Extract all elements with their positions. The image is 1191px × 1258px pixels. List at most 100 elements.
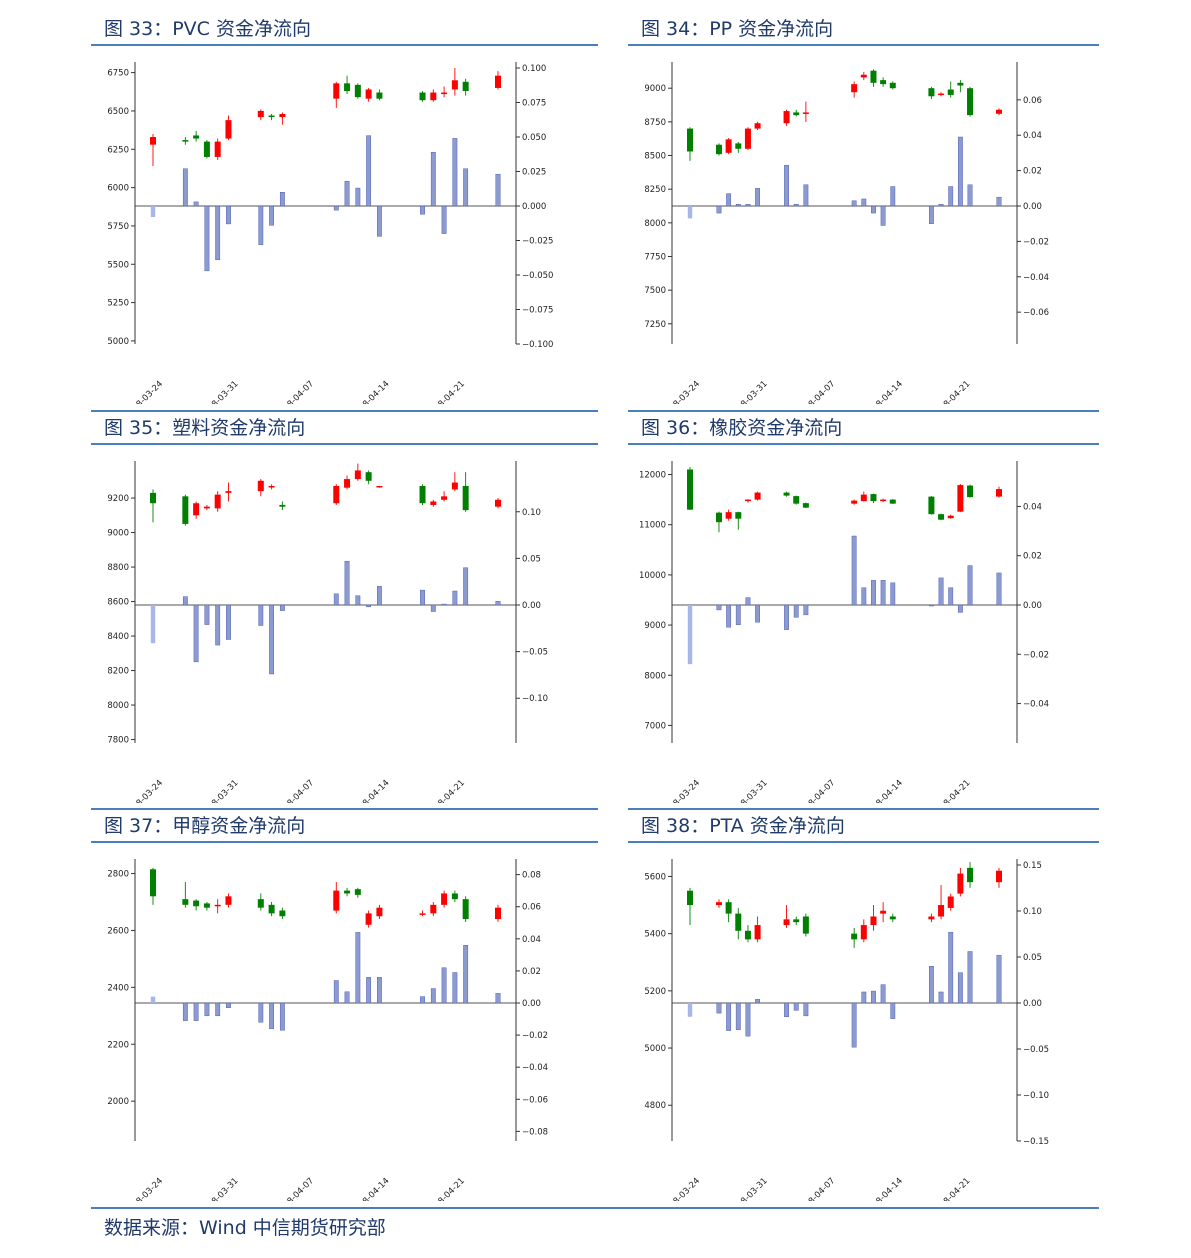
- left-tick-label: 5000: [107, 337, 129, 347]
- right-tick-label: 0.00: [1023, 202, 1042, 212]
- right-tick-label: 0.00: [1023, 999, 1042, 1009]
- flow-bar: [258, 604, 264, 626]
- flow-bar: [851, 535, 857, 606]
- right-tick-label: −0.025: [522, 237, 553, 247]
- flow-bar: [204, 604, 210, 625]
- flow-bar: [333, 593, 339, 606]
- candle-body: [957, 82, 964, 86]
- candle-body: [996, 489, 1002, 497]
- flow-bar: [452, 138, 458, 207]
- x-tick-label: 2018-04-14: [863, 1176, 905, 1201]
- left-tick-label: 6500: [107, 107, 129, 117]
- flow-bar: [957, 972, 963, 1004]
- flow-bar: [333, 205, 339, 211]
- candle-body: [687, 128, 693, 152]
- candle-body: [860, 74, 867, 78]
- chart-pvc: 5000 5250 5500 5750 6000 6250 6500 6750 −0.100 −0…: [91, 54, 598, 404]
- left-tick-label: 8250: [644, 185, 666, 195]
- candle-body: [419, 485, 426, 504]
- candle-body: [957, 873, 964, 894]
- flow-bar: [366, 135, 372, 207]
- candle-body: [744, 930, 751, 940]
- flow-bar: [441, 967, 447, 1004]
- candle-body: [150, 137, 156, 145]
- left-tick-label: 5400: [644, 930, 666, 940]
- candle-body: [193, 135, 200, 139]
- flow-bar: [851, 200, 857, 207]
- flow-bar: [182, 1002, 188, 1021]
- left-tick-label: 6000: [107, 184, 129, 194]
- right-tick-label: −0.06: [522, 1095, 548, 1105]
- flow-bar: [948, 587, 954, 606]
- flow-bar: [441, 205, 447, 234]
- x-tick-label: 2018-04-14: [350, 778, 392, 803]
- title-rule: [628, 443, 1099, 445]
- candle-body: [783, 492, 790, 496]
- candle-body: [725, 512, 732, 519]
- left-tick-label: 8600: [107, 598, 129, 608]
- section-rule: [628, 410, 1099, 412]
- right-tick-label: 0.04: [1023, 502, 1042, 512]
- right-tick-label: 0.15: [1023, 861, 1042, 871]
- left-tick-label: 12000: [639, 471, 666, 481]
- candle-body: [451, 893, 458, 900]
- flow-bar: [193, 201, 199, 207]
- source-note: 数据来源：Wind 中信期货研究部: [104, 1217, 386, 1239]
- flow-bar: [182, 168, 188, 207]
- right-tick-label: 0.00: [1023, 601, 1042, 611]
- flow-bar: [150, 996, 156, 1003]
- chart-pp: 7250 7500 7750 8000 8250 8500 8750 9000 −0.06 −0.…: [628, 54, 1099, 404]
- flow-bar: [344, 991, 350, 1004]
- right-tick-label: −0.10: [522, 694, 548, 704]
- candle-body: [214, 904, 221, 907]
- x-tick-label: 2018-04-07: [795, 379, 837, 404]
- flow-bar: [890, 582, 896, 606]
- right-tick-label: 0.05: [522, 554, 541, 564]
- x-tick-label: 2018-04-07: [795, 778, 837, 803]
- flow-bar: [366, 977, 372, 1004]
- candle-body: [430, 92, 437, 101]
- candle-body: [754, 925, 761, 940]
- left-tick-label: 9000: [644, 621, 666, 631]
- candle-body: [279, 504, 286, 507]
- candle-body: [889, 499, 896, 504]
- left-tick-label: 7800: [107, 736, 129, 746]
- title-rule: [628, 841, 1099, 843]
- candle-body: [851, 84, 858, 93]
- candle-body: [967, 485, 974, 498]
- candle-body: [783, 111, 790, 124]
- panel-title-35: 图 35：塑料资金净流向: [104, 417, 306, 439]
- x-tick-label: 2018-04-21: [930, 1176, 972, 1201]
- right-tick-label: 0.08: [522, 871, 541, 881]
- right-tick-label: 0.000: [522, 202, 546, 212]
- candle-body: [441, 496, 448, 500]
- candle-body: [928, 916, 935, 920]
- candle-body: [687, 469, 693, 510]
- chart-svg: 5000 5250 5500 5750 6000 6250 6500 6750 −0.100 −0…: [107, 62, 553, 404]
- candle-body: [947, 89, 954, 95]
- flow-bar: [269, 604, 274, 675]
- flow-bar: [890, 1002, 896, 1019]
- candle-body: [214, 494, 221, 509]
- flow-bar: [726, 193, 732, 207]
- flow-bar: [735, 204, 741, 207]
- candle-body: [376, 907, 383, 917]
- candle-body: [870, 494, 877, 502]
- section-rule: [91, 410, 598, 412]
- flow-bar: [495, 174, 501, 207]
- candle-body: [451, 482, 458, 490]
- section-rule: [91, 808, 598, 810]
- candle-body: [957, 485, 964, 512]
- right-tick-label: 0.04: [1023, 131, 1042, 141]
- flow-bar: [193, 604, 199, 663]
- left-tick-label: 7500: [644, 286, 666, 296]
- candle-body: [419, 913, 426, 915]
- candle-body: [889, 916, 896, 920]
- candle-body: [333, 83, 340, 99]
- candle-body: [880, 499, 887, 502]
- title-rule: [91, 443, 598, 445]
- candle-body: [333, 890, 340, 911]
- candle-body: [451, 80, 458, 90]
- right-tick-label: −0.02: [522, 1031, 548, 1041]
- x-tick-label: 2018-03-24: [123, 1176, 165, 1201]
